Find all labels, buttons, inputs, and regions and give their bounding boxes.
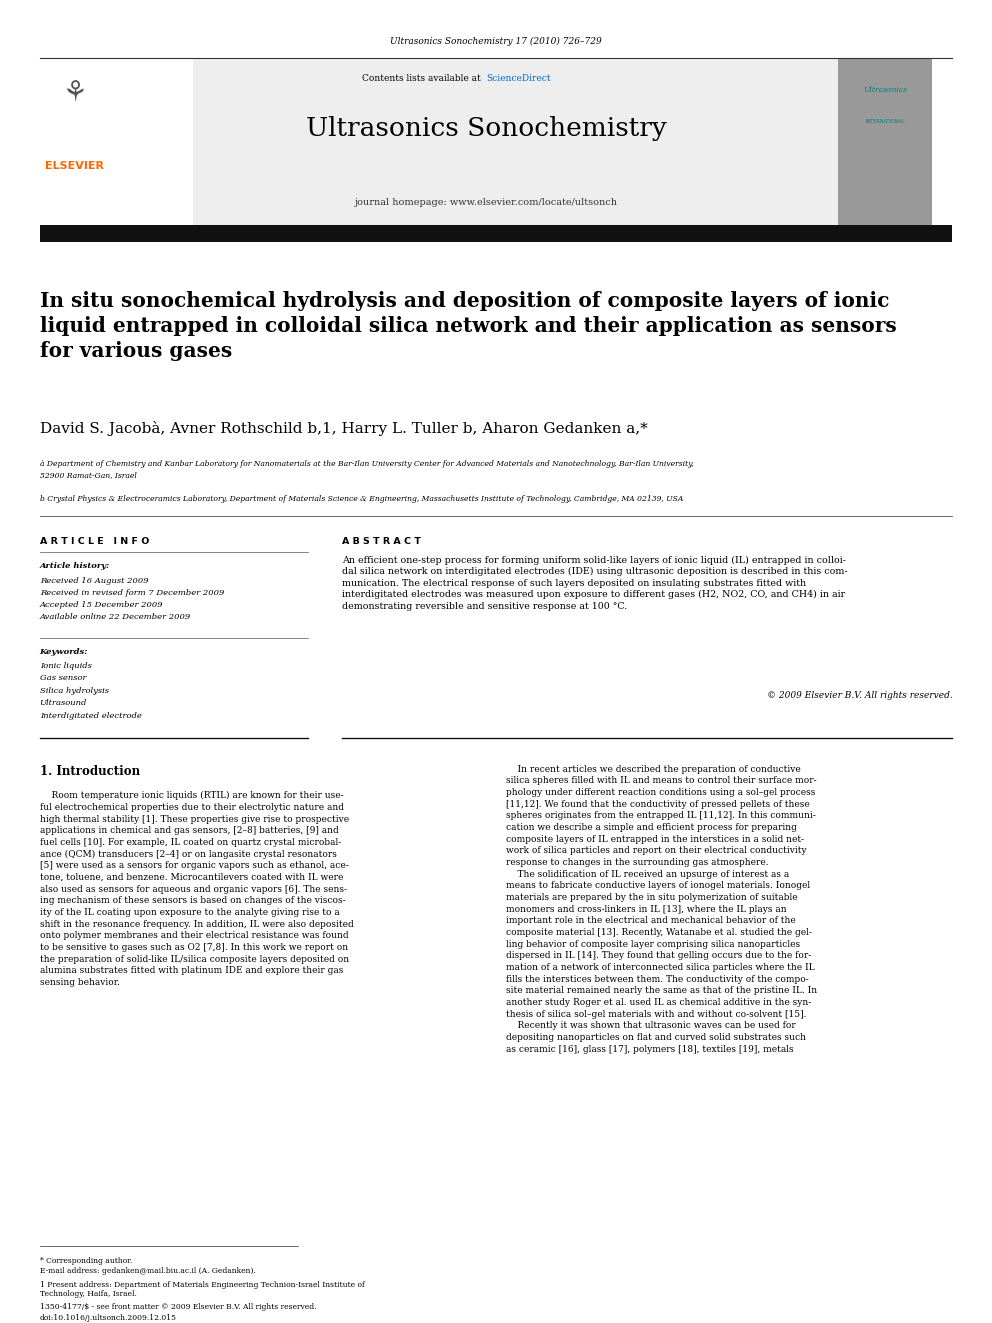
- Text: E-mail address: gedanken@mail.biu.ac.il (A. Gedanken).: E-mail address: gedanken@mail.biu.ac.il …: [40, 1267, 256, 1275]
- Text: Contents lists available at: Contents lists available at: [362, 74, 484, 83]
- Text: Ultrasonics Sonochemistry 17 (2010) 726–729: Ultrasonics Sonochemistry 17 (2010) 726–…: [390, 37, 602, 46]
- Text: In recent articles we described the preparation of conductive
silica spheres fil: In recent articles we described the prep…: [506, 765, 817, 1053]
- Text: à Department of Chemistry and Kanbar Laboratory for Nanomaterials at the Bar-Ila: à Department of Chemistry and Kanbar Lab…: [40, 460, 693, 479]
- Text: INTERNATIONAL: INTERNATIONAL: [865, 119, 905, 124]
- Text: Keywords:: Keywords:: [40, 648, 88, 656]
- Text: Ultrasonics: Ultrasonics: [863, 86, 907, 94]
- Text: 1350-4177/$ - see front matter © 2009 Elsevier B.V. All rights reserved.: 1350-4177/$ - see front matter © 2009 El…: [40, 1303, 316, 1311]
- Text: 1 Present address: Department of Materials Engineering Technion-Israel Institute: 1 Present address: Department of Materia…: [40, 1281, 364, 1298]
- Text: Ultrasonics Sonochemistry: Ultrasonics Sonochemistry: [306, 116, 667, 142]
- Text: Article history:: Article history:: [40, 562, 110, 570]
- Text: Available online 22 December 2009: Available online 22 December 2009: [40, 613, 190, 620]
- Text: Gas sensor: Gas sensor: [40, 673, 86, 683]
- Text: Interdigitated electrode: Interdigitated electrode: [40, 712, 142, 720]
- Bar: [40, 225, 952, 242]
- Text: journal homepage: www.elsevier.com/locate/ultsonch: journal homepage: www.elsevier.com/locat…: [354, 198, 618, 208]
- Text: ELSEVIER: ELSEVIER: [45, 161, 104, 172]
- Text: David S. Jacobà, Avner Rothschild b,1, Harry L. Tuller b, Aharon Gedanken a,*: David S. Jacobà, Avner Rothschild b,1, H…: [40, 421, 648, 435]
- Text: Room temperature ionic liquids (RTIL) are known for their use-
ful electrochemic: Room temperature ionic liquids (RTIL) ar…: [40, 791, 353, 987]
- Text: Silica hydrolysis: Silica hydrolysis: [40, 687, 109, 695]
- Text: b Crystal Physics & Electroceramics Laboratory, Department of Materials Science : b Crystal Physics & Electroceramics Labo…: [40, 495, 683, 503]
- Text: ⚘: ⚘: [62, 79, 87, 107]
- Text: Ionic liquids: Ionic liquids: [40, 662, 91, 669]
- Text: Accepted 15 December 2009: Accepted 15 December 2009: [40, 601, 164, 609]
- Text: Ultrasound: Ultrasound: [40, 699, 87, 708]
- Text: A R T I C L E   I N F O: A R T I C L E I N F O: [40, 537, 149, 546]
- Text: ScienceDirect: ScienceDirect: [486, 74, 551, 83]
- Text: An efficient one-step process for forming uniform solid-like layers of ionic liq: An efficient one-step process for formin…: [342, 556, 848, 611]
- Text: * Corresponding author.: * Corresponding author.: [40, 1257, 132, 1265]
- Text: Received in revised form 7 December 2009: Received in revised form 7 December 2009: [40, 589, 224, 597]
- Text: Received 16 August 2009: Received 16 August 2009: [40, 577, 149, 585]
- Text: doi:10.1016/j.ultsonch.2009.12.015: doi:10.1016/j.ultsonch.2009.12.015: [40, 1314, 177, 1322]
- Bar: [40, 58, 193, 235]
- Text: 1. Introduction: 1. Introduction: [40, 765, 140, 778]
- Bar: [838, 58, 932, 235]
- Text: A B S T R A C T: A B S T R A C T: [342, 537, 422, 546]
- Text: © 2009 Elsevier B.V. All rights reserved.: © 2009 Elsevier B.V. All rights reserved…: [767, 691, 952, 700]
- Bar: [40, 58, 913, 235]
- Text: In situ sonochemical hydrolysis and deposition of composite layers of ionic
liqu: In situ sonochemical hydrolysis and depo…: [40, 291, 897, 361]
